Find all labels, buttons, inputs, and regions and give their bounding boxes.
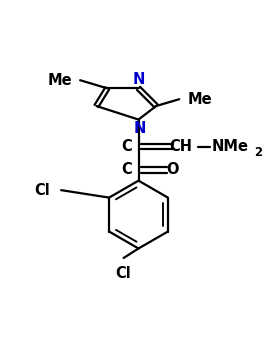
Text: CH: CH	[169, 139, 192, 154]
Text: 2: 2	[254, 146, 262, 159]
Text: C: C	[121, 139, 132, 154]
Text: C: C	[121, 162, 132, 177]
Text: N: N	[132, 72, 145, 87]
Text: O: O	[166, 162, 179, 177]
Text: NMe: NMe	[212, 139, 249, 154]
Text: N: N	[134, 121, 146, 136]
Text: Me: Me	[187, 92, 212, 107]
Text: Me: Me	[47, 73, 72, 88]
Text: Cl: Cl	[35, 183, 50, 198]
Text: Cl: Cl	[116, 266, 132, 281]
